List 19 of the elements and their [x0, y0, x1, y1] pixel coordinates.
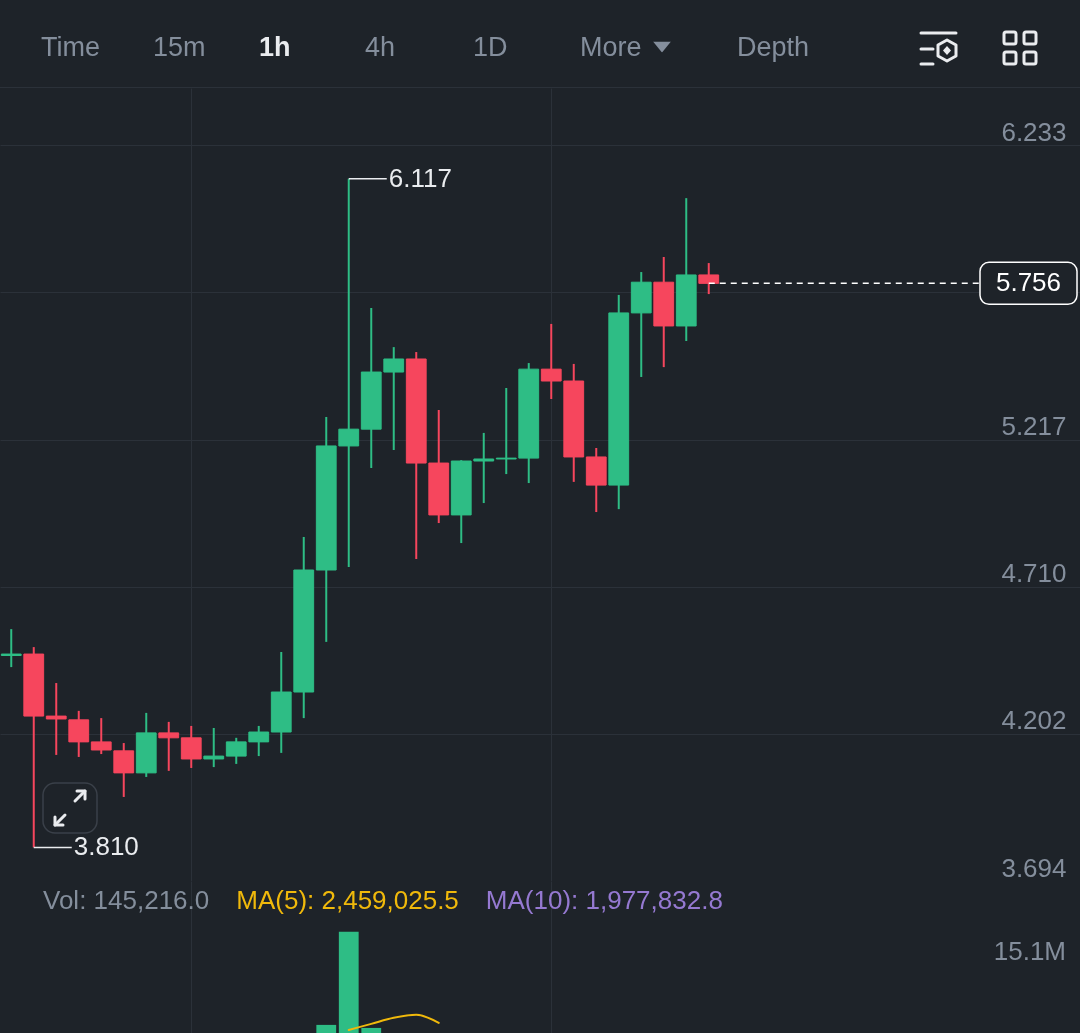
legend-label: MA(10): 1,977,832.8 — [485, 885, 723, 915]
y-tick-label: 4.710 — [1001, 558, 1067, 589]
text: Time — [41, 31, 100, 63]
annotation: 6.117 — [388, 162, 452, 193]
y-tick-label: 3.694 — [1001, 852, 1067, 883]
y-tick-label: 5.217 — [1001, 411, 1067, 442]
text: Vol: 145,216.0 — [43, 885, 210, 915]
text: 15m — [153, 31, 206, 63]
text: 4h — [365, 31, 396, 63]
text: MA(5): 2,459,025.5 — [236, 885, 459, 915]
y-tick-label: 4.202 — [1001, 705, 1067, 736]
annotation: 3.810 — [73, 831, 139, 862]
text: More — [580, 31, 642, 63]
text: Depth — [737, 31, 810, 63]
text: 1h — [259, 31, 291, 63]
y-tick-label: 6.233 — [1001, 116, 1067, 147]
ref-line-label: 5.756 — [995, 267, 1062, 298]
annotation: 15.1M — [993, 936, 1066, 966]
text: 1D — [473, 31, 508, 63]
